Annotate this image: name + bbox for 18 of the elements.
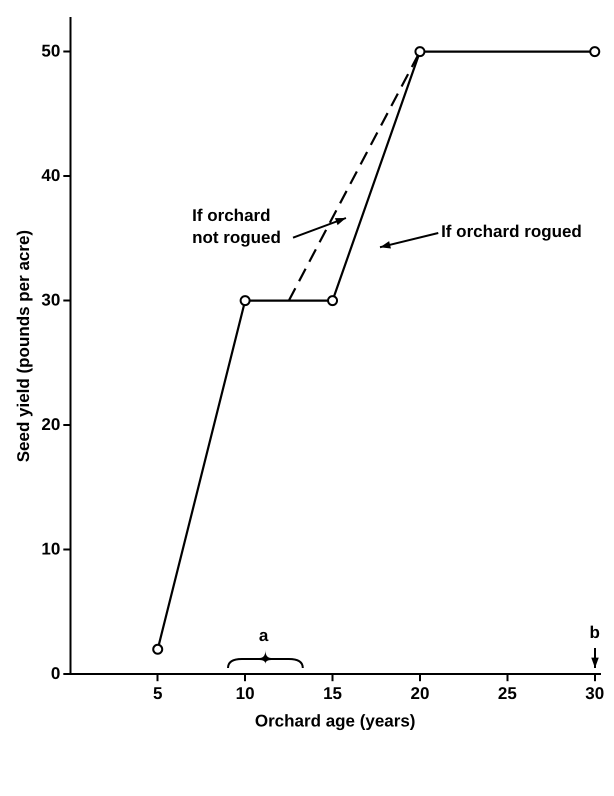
x-tick-label: 30 [585,684,604,704]
x-tick-label: 25 [498,684,517,704]
annotation: If orchard rogued [441,221,582,244]
y-tick-label: 40 [41,166,60,185]
x-tick-label: 20 [410,684,430,704]
y-axis-title: Seed yield (pounds per acre) [14,230,33,462]
x-tick-label: 15 [323,684,342,704]
y-tick-label: 20 [41,414,60,434]
annotation: If orchard not rogued [192,205,282,250]
annotation: a [258,624,268,647]
y-tick-label: 30 [41,290,60,310]
y-tick-label: 0 [50,664,60,683]
x-tick-label: 5 [152,684,162,704]
y-tick-label: 50 [41,41,60,60]
y-tick-label: 10 [41,539,60,558]
annotation: b [590,622,600,644]
x-tick-label: 10 [236,684,255,704]
x-axis-title: Orchard age (years) [254,711,416,730]
